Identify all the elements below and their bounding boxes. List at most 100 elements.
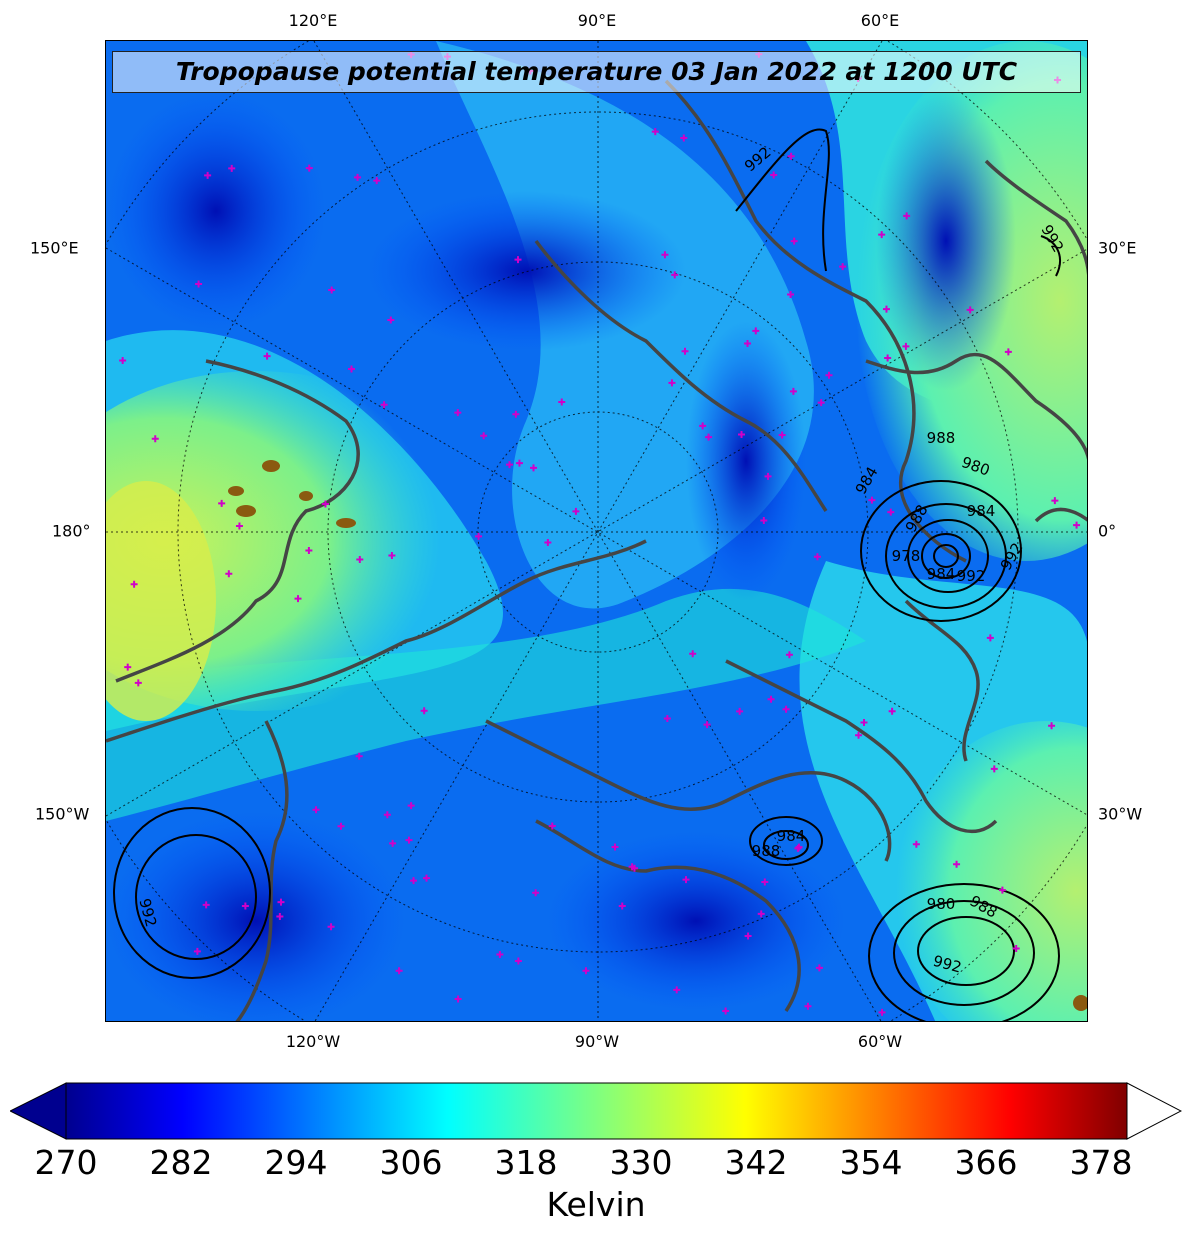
- station-marker: [882, 305, 890, 313]
- station-marker: [475, 532, 483, 540]
- station-marker: [1051, 497, 1059, 505]
- station-marker: [124, 663, 132, 671]
- station-marker: [544, 538, 552, 546]
- station-marker: [514, 957, 522, 965]
- colorbar-extend-min: [10, 1082, 67, 1140]
- station-marker: [119, 357, 127, 365]
- station-marker: [151, 435, 159, 443]
- station-marker: [787, 152, 795, 160]
- station-marker: [782, 705, 790, 713]
- tick-label-bottom-2: 90°W: [574, 1032, 620, 1051]
- colorbar-tick-318: 318: [494, 1143, 558, 1182]
- station-marker: [512, 410, 520, 418]
- colorbar-tick-366: 366: [954, 1143, 1018, 1182]
- station-marker: [651, 128, 659, 136]
- station-marker: [757, 910, 765, 918]
- station-marker: [887, 508, 895, 516]
- station-marker: [496, 951, 504, 959]
- station-marker: [744, 932, 752, 940]
- station-marker: [405, 836, 413, 844]
- station-marker: [134, 679, 142, 687]
- station-marker: [789, 387, 797, 395]
- station-marker: [668, 379, 676, 387]
- tick-label-left-2: 180°: [52, 521, 91, 541]
- station-marker: [998, 886, 1006, 894]
- station-marker: [868, 496, 876, 504]
- station-marker: [423, 874, 431, 882]
- station-marker: [767, 695, 775, 703]
- station-marker: [795, 843, 803, 851]
- station-marker: [680, 134, 688, 142]
- station-marker: [328, 286, 336, 294]
- station-marker: [903, 212, 911, 220]
- station-marker: [990, 765, 998, 773]
- station-marker: [558, 398, 566, 406]
- station-marker: [661, 251, 669, 259]
- map-panel: 992 992 988 984 980 984 992 978 984 988 992 980 988 9…: [105, 40, 1088, 1022]
- station-marker: [1012, 944, 1020, 952]
- station-marker: [356, 555, 364, 563]
- station-marker: [312, 806, 320, 814]
- station-marker: [420, 707, 428, 715]
- tick-label-bottom-3: 60°W: [857, 1032, 903, 1051]
- station-marker: [764, 472, 772, 480]
- isobar-label: 978: [892, 547, 921, 565]
- station-marker: [705, 433, 713, 441]
- station-marker: [760, 517, 768, 525]
- station-marker: [770, 171, 778, 179]
- station-marker: [817, 399, 825, 407]
- station-marker: [305, 164, 313, 172]
- station-marker: [752, 327, 760, 335]
- station-marker: [884, 354, 892, 362]
- station-marker: [410, 877, 418, 885]
- isobar-label: 984: [927, 565, 956, 583]
- colorbar-gradient: [65, 1082, 1128, 1140]
- station-marker: [548, 822, 556, 830]
- station-marker: [373, 177, 381, 185]
- tick-label-top-1: 120°E: [288, 11, 338, 30]
- isobar-label: 984: [777, 827, 806, 845]
- tick-label-right-1: 30°E: [1098, 238, 1137, 258]
- station-marker: [515, 459, 523, 467]
- station-marker: [778, 431, 786, 439]
- station-marker: [327, 923, 335, 931]
- isobar-label: 992: [957, 567, 986, 585]
- station-marker: [790, 237, 798, 245]
- colorbar-label: Kelvin: [546, 1185, 646, 1224]
- station-marker: [815, 964, 823, 972]
- station-marker: [454, 995, 462, 1003]
- station-marker: [383, 811, 391, 819]
- tick-label-right-3: 30°W: [1098, 804, 1143, 824]
- station-marker: [825, 371, 833, 379]
- station-marker: [389, 839, 397, 847]
- station-marker: [663, 714, 671, 722]
- station-marker: [387, 316, 395, 324]
- station-marker: [337, 822, 345, 830]
- station-marker: [388, 552, 396, 560]
- station-marker: [321, 500, 329, 508]
- station-marker: [682, 876, 690, 884]
- station-marker: [703, 721, 711, 729]
- station-marker: [699, 422, 707, 430]
- station-marker: [673, 986, 681, 994]
- colorbar-tick-282: 282: [149, 1143, 213, 1182]
- station-marker: [202, 901, 210, 909]
- station-marker: [195, 280, 203, 288]
- station-marker: [395, 967, 403, 975]
- station-marker: [505, 461, 513, 469]
- isobar-label: 988: [752, 842, 781, 860]
- station-marker: [1004, 348, 1012, 356]
- station-marker: [888, 707, 896, 715]
- station-marker: [241, 902, 249, 910]
- station-marker: [736, 707, 744, 715]
- station-marker: [276, 913, 284, 921]
- station-marker: [218, 499, 226, 507]
- station-marker: [744, 339, 752, 347]
- isobar-label: 980: [927, 895, 956, 913]
- station-marker: [380, 401, 388, 409]
- station-marker: [204, 171, 212, 179]
- colorbar-tick-354: 354: [839, 1143, 903, 1182]
- station-marker: [532, 889, 540, 897]
- colorbar-tick-378: 378: [1069, 1143, 1133, 1182]
